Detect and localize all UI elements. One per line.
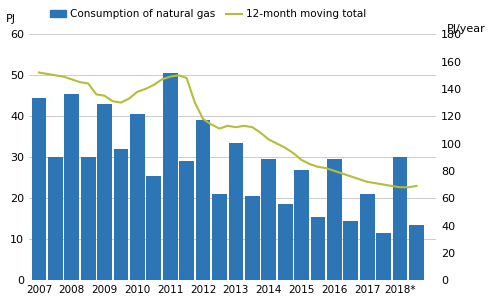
- Bar: [343, 221, 358, 280]
- Bar: [212, 194, 227, 280]
- Bar: [81, 157, 96, 280]
- Y-axis label: PJ/year: PJ/year: [447, 24, 486, 34]
- Bar: [311, 217, 326, 280]
- Bar: [261, 159, 276, 280]
- Bar: [113, 149, 128, 280]
- Legend: Consumption of natural gas, 12-month moving total: Consumption of natural gas, 12-month mov…: [46, 5, 370, 24]
- Bar: [48, 157, 63, 280]
- Bar: [327, 159, 342, 280]
- Bar: [245, 196, 260, 280]
- Bar: [146, 176, 161, 280]
- Bar: [97, 104, 112, 280]
- Bar: [31, 98, 46, 280]
- Bar: [376, 233, 391, 280]
- Bar: [64, 94, 79, 280]
- Bar: [179, 161, 194, 280]
- Bar: [228, 143, 243, 280]
- Bar: [393, 157, 408, 280]
- Bar: [130, 114, 145, 280]
- Bar: [409, 225, 424, 280]
- Bar: [163, 73, 178, 280]
- Bar: [278, 204, 293, 280]
- Bar: [196, 120, 211, 280]
- Bar: [294, 169, 309, 280]
- Y-axis label: PJ: PJ: [6, 14, 16, 24]
- Bar: [360, 194, 375, 280]
